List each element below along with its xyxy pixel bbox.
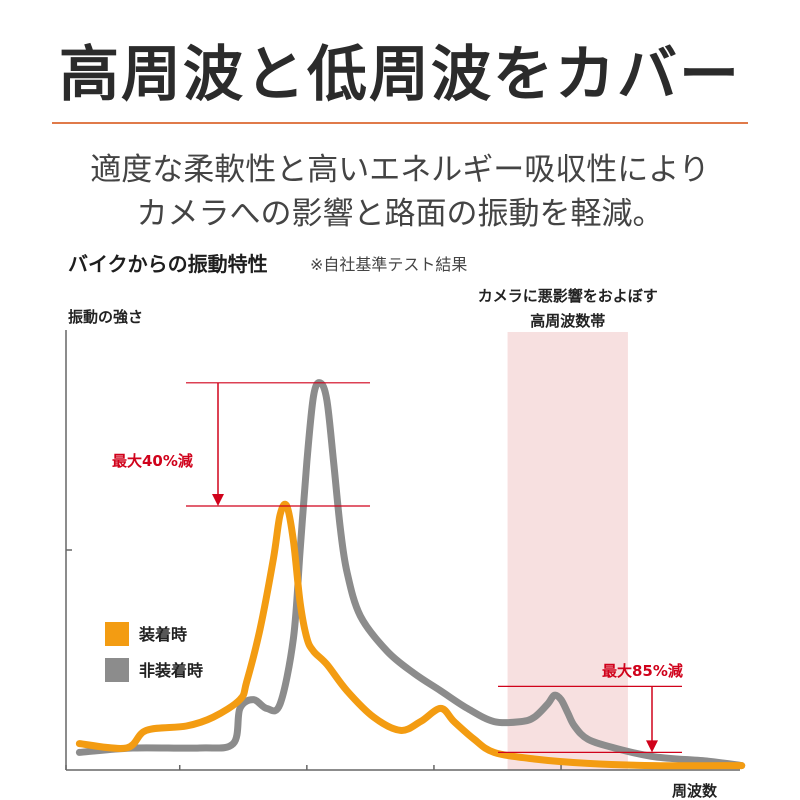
y-axis-label: 振動の強さ xyxy=(68,308,143,326)
annotation-2-label: 最大85%減 xyxy=(602,662,683,680)
annotation-1-arrow-head xyxy=(212,494,224,506)
legend-swatch-0 xyxy=(105,622,129,646)
legend-label-1: 非装着時 xyxy=(139,661,203,680)
legend-swatch-1 xyxy=(105,658,129,682)
annotation-2-arrow-head xyxy=(646,740,658,753)
annotation-1-label: 最大40%減 xyxy=(112,452,193,470)
chart-title: バイクからの振動特性 xyxy=(68,252,268,276)
x-axis-label: 周波数 xyxy=(672,782,718,800)
chart-note: ※自社基準テスト結果 xyxy=(310,255,468,274)
band-label-line-1: カメラに悪影響をおよぼす xyxy=(478,287,658,305)
subtitle-line-1: 適度な柔軟性と高いエネルギー吸収性により xyxy=(90,152,710,188)
subtitle-line-2: カメラへの影響と路面の振動を軽減。 xyxy=(136,196,664,232)
high-frequency-band xyxy=(507,332,628,770)
legend-label-0: 装着時 xyxy=(138,625,187,644)
series-line-1 xyxy=(75,500,746,770)
page-subtitle: 適度な柔軟性と高いエネルギー吸収性により カメラへの影響と路面の振動を軽減。 xyxy=(0,148,800,236)
page-title: 高周波と低周波をカバー xyxy=(59,40,741,110)
title-divider xyxy=(52,122,748,124)
band-label-line-2: 高周波数帯 xyxy=(530,312,605,330)
series-line-0 xyxy=(75,379,746,770)
